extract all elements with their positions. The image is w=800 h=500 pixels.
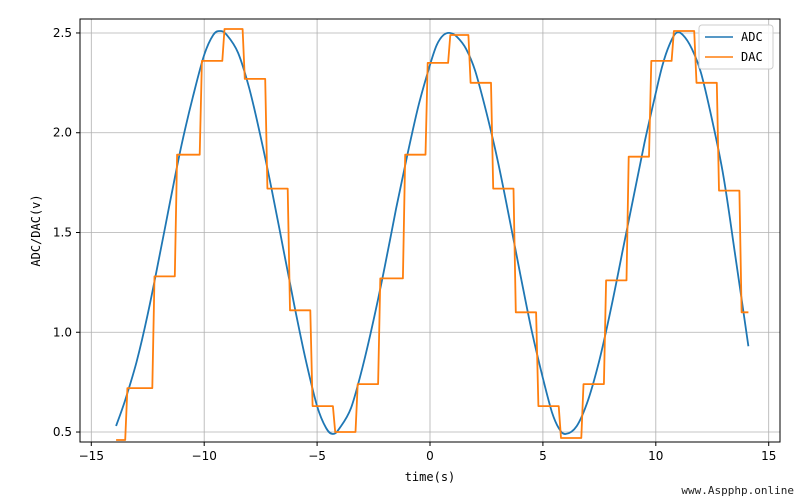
y-ticks: 0.5 1.0 1.5 2.0 2.5 bbox=[53, 26, 80, 439]
x-tick-label: 15 bbox=[761, 449, 776, 463]
x-tick-label: 0 bbox=[426, 449, 434, 463]
x-ticks: −15 −10 −5 0 5 10 15 bbox=[79, 442, 776, 463]
x-tick-label: 5 bbox=[539, 449, 547, 463]
x-axis-label: time(s) bbox=[405, 470, 456, 484]
x-tick-label: −5 bbox=[308, 449, 326, 463]
legend-box bbox=[698, 24, 774, 70]
watermark: www.Aspphp.online bbox=[681, 484, 794, 497]
legend-label-dac: DAC bbox=[741, 50, 763, 64]
series-layer bbox=[115, 28, 750, 441]
x-tick-label: −15 bbox=[79, 449, 104, 463]
y-tick-label: 2.0 bbox=[53, 126, 72, 140]
y-tick-label: 1.5 bbox=[53, 225, 72, 239]
y-tick-label: 1.0 bbox=[53, 325, 72, 339]
y-tick-label: 2.5 bbox=[53, 26, 72, 40]
legend: ADC DAC bbox=[698, 24, 774, 70]
x-tick-label: −10 bbox=[192, 449, 217, 463]
legend-label-adc: ADC bbox=[741, 30, 763, 44]
series-line-dac bbox=[116, 28, 749, 441]
y-tick-label: 0.5 bbox=[53, 425, 72, 439]
x-tick-label: 10 bbox=[648, 449, 663, 463]
y-axis-label: ADC/DAC(v) bbox=[29, 194, 43, 266]
